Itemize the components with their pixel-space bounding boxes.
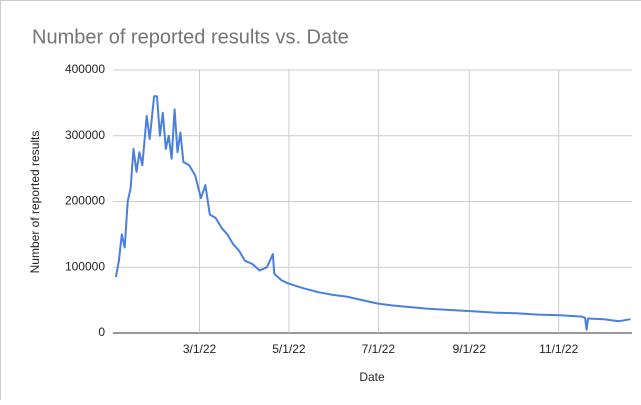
y-axis-label: Number of reported results — [28, 131, 42, 274]
x-tick-label: 5/1/22 — [272, 342, 306, 356]
chart-title: Number of reported results vs. Date — [32, 26, 349, 48]
x-tick-label: 9/1/22 — [453, 342, 487, 356]
y-tick-label: 300000 — [65, 128, 105, 142]
x-tick-label: 11/1/22 — [539, 342, 578, 356]
y-tick-label: 400000 — [65, 62, 105, 76]
y-tick-label: 100000 — [65, 259, 105, 273]
y-tick-label: 200000 — [65, 194, 105, 208]
x-tick-label: 7/1/22 — [362, 342, 396, 356]
x-axis-label: Date — [359, 370, 385, 384]
y-tick-label: 0 — [98, 325, 105, 339]
x-tick-label: 3/1/22 — [183, 342, 217, 356]
